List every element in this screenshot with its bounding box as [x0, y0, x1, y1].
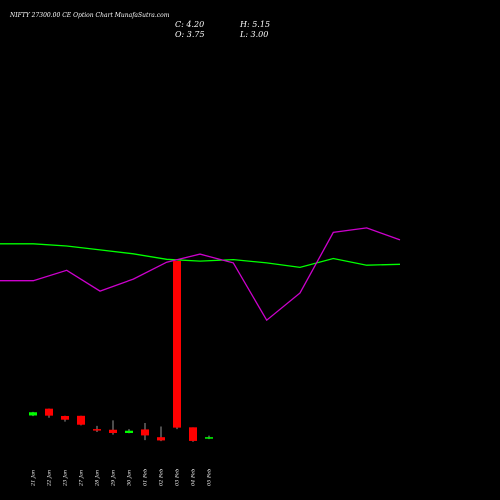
candle	[93, 425, 101, 433]
indicator-lines	[0, 227, 401, 322]
chart-title: NIFTY 27300.00 CE Option Chart MunafaSut…	[9, 12, 170, 19]
x-tick-label: 03 Feb	[175, 469, 181, 486]
candle	[157, 426, 165, 442]
x-tick-label: 04 Feb	[191, 469, 197, 486]
candle	[125, 429, 133, 434]
x-tick-label: 30 Jan	[127, 470, 133, 486]
candle	[205, 435, 213, 440]
x-tick-label: 21 Jan	[31, 470, 37, 487]
indicator-line-1	[0, 243, 401, 269]
x-tick-label: 27 Jan	[79, 470, 85, 487]
candle	[77, 415, 85, 426]
candle-body	[77, 415, 85, 425]
candle-body	[109, 429, 117, 433]
x-tick-label: 01 Feb	[143, 469, 149, 486]
candle	[189, 427, 197, 442]
candle-body	[173, 260, 181, 428]
candles	[29, 260, 213, 442]
ohlc-low: L: 3.00	[239, 30, 268, 39]
candle-body	[205, 437, 213, 439]
x-axis-ticks: 21 Jan 22 Jan 23 Jan 27 Jan 28 Jan 29 Jan 30 J…	[31, 469, 213, 487]
x-tick-label: 05 Feb	[207, 469, 213, 486]
candle	[109, 420, 117, 435]
indicator-line-2	[0, 227, 401, 322]
candle-body	[125, 430, 133, 433]
candle	[29, 411, 37, 417]
candle-body	[141, 429, 149, 436]
candle	[173, 260, 181, 430]
candle-body	[45, 408, 53, 416]
candle	[141, 422, 149, 441]
candle-body	[93, 429, 101, 431]
ohlc-open: O: 3.75	[175, 30, 205, 39]
x-tick-label: 22 Jan	[47, 470, 53, 487]
candle-body	[189, 427, 197, 441]
x-tick-label: 29 Jan	[111, 470, 117, 487]
candle-body	[29, 412, 37, 416]
x-tick-label: 02 Feb	[159, 469, 165, 486]
candle	[61, 415, 69, 422]
x-tick-label: 28 Jan	[95, 470, 101, 487]
candle-body	[61, 415, 69, 420]
candle	[45, 408, 53, 418]
candle-body	[157, 437, 165, 441]
ohlc-close: C: 4.20	[175, 20, 204, 29]
x-tick-label: 23 Jan	[63, 470, 69, 487]
ohlc-high: H: 5.15	[239, 20, 270, 29]
